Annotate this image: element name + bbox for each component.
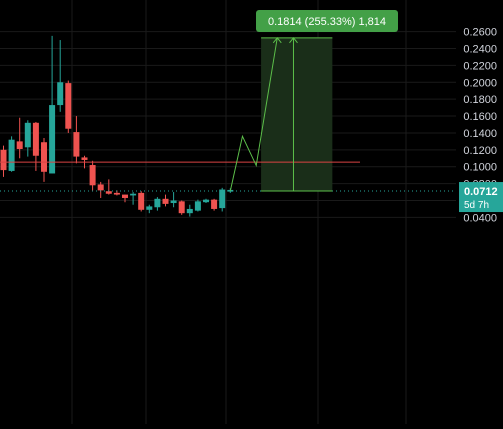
current-price-countdown: 5d 7h (464, 200, 489, 211)
candle-body (65, 83, 72, 129)
candle-body (73, 132, 80, 157)
candle-16 (130, 192, 137, 205)
measure-label-box (256, 10, 398, 32)
candle-18 (146, 204, 153, 214)
candle-body (219, 189, 226, 209)
candle-body (211, 199, 218, 209)
candle-body (57, 82, 64, 106)
candle-19 (154, 197, 161, 211)
candle-body (203, 199, 209, 203)
y-tick-label: 0.2400 (463, 43, 497, 55)
candle-body (97, 184, 104, 191)
y-tick-label: 0.1400 (463, 128, 497, 140)
candle-8 (65, 80, 72, 133)
candle-body (154, 198, 161, 208)
candle-body (170, 200, 177, 204)
candle-22 (178, 200, 185, 215)
y-tick-label: 0.2200 (463, 60, 497, 72)
candle-27 (219, 187, 226, 212)
candle-26 (211, 198, 218, 211)
candle-12 (97, 181, 104, 198)
candle-body (194, 201, 201, 211)
candle-1 (8, 136, 15, 172)
price-axis[interactable]: 0.2600 0.2400 0.2200 0.2000 0.1800 0.1600 0.14… (463, 27, 497, 225)
candle-body (24, 122, 31, 148)
candle-2 (16, 117, 23, 159)
candle-3 (24, 120, 31, 157)
measure-label: 0.1814 (255.33%) 1,814 (268, 16, 386, 28)
current-price-tag (459, 182, 503, 213)
candle-body (113, 192, 120, 195)
candle-0 (0, 145, 7, 177)
candle-body (8, 139, 15, 171)
candle-4 (32, 121, 39, 171)
candle-9 (73, 116, 80, 164)
candle-25 (203, 198, 209, 204)
overlays (0, 37, 456, 192)
y-tick-label: 0.0400 (463, 212, 497, 224)
candle-6 (49, 35, 56, 174)
candle-17 (138, 191, 145, 212)
candle-13 (105, 179, 112, 195)
y-tick-label: 0.1000 (463, 162, 497, 174)
candle-body (41, 142, 47, 172)
candle-body (105, 191, 112, 194)
candle-body (32, 122, 39, 156)
candle-body (49, 105, 56, 174)
candle-body (0, 149, 7, 171)
current-price-value: 0.0712 (464, 186, 498, 198)
target-zone[interactable] (261, 37, 333, 192)
candle-21 (170, 192, 177, 208)
candle-body (146, 206, 153, 210)
candle-body (162, 198, 169, 204)
y-tick-label: 0.1600 (463, 111, 497, 123)
candles (0, 35, 234, 217)
candle-body (186, 208, 193, 214)
candle-15 (122, 194, 128, 203)
candle-24 (194, 199, 201, 212)
target-zone-layer (261, 37, 333, 192)
y-tick-label: 0.2000 (463, 77, 497, 89)
y-tick-label: 0.1800 (463, 94, 497, 106)
candle-5 (41, 138, 47, 182)
candle-body (138, 192, 145, 210)
candle-23 (186, 204, 193, 217)
candle-body (81, 157, 88, 160)
candle-body (16, 141, 23, 149)
candle-body (89, 165, 96, 186)
labels: 0.1814 (255.33%) 1,814 0.0712 5d 7h (256, 10, 503, 213)
candle-7 (57, 40, 64, 112)
candle-11 (89, 160, 96, 191)
y-tick-label: 0.1200 (463, 145, 497, 157)
y-tick-label: 0.2600 (463, 27, 497, 39)
candle-body (130, 193, 137, 196)
candle-20 (162, 194, 169, 207)
projection-path[interactable] (229, 37, 278, 192)
measure-arrowhead (289, 37, 298, 44)
candle-body (178, 201, 185, 214)
candle-body (122, 194, 128, 198)
